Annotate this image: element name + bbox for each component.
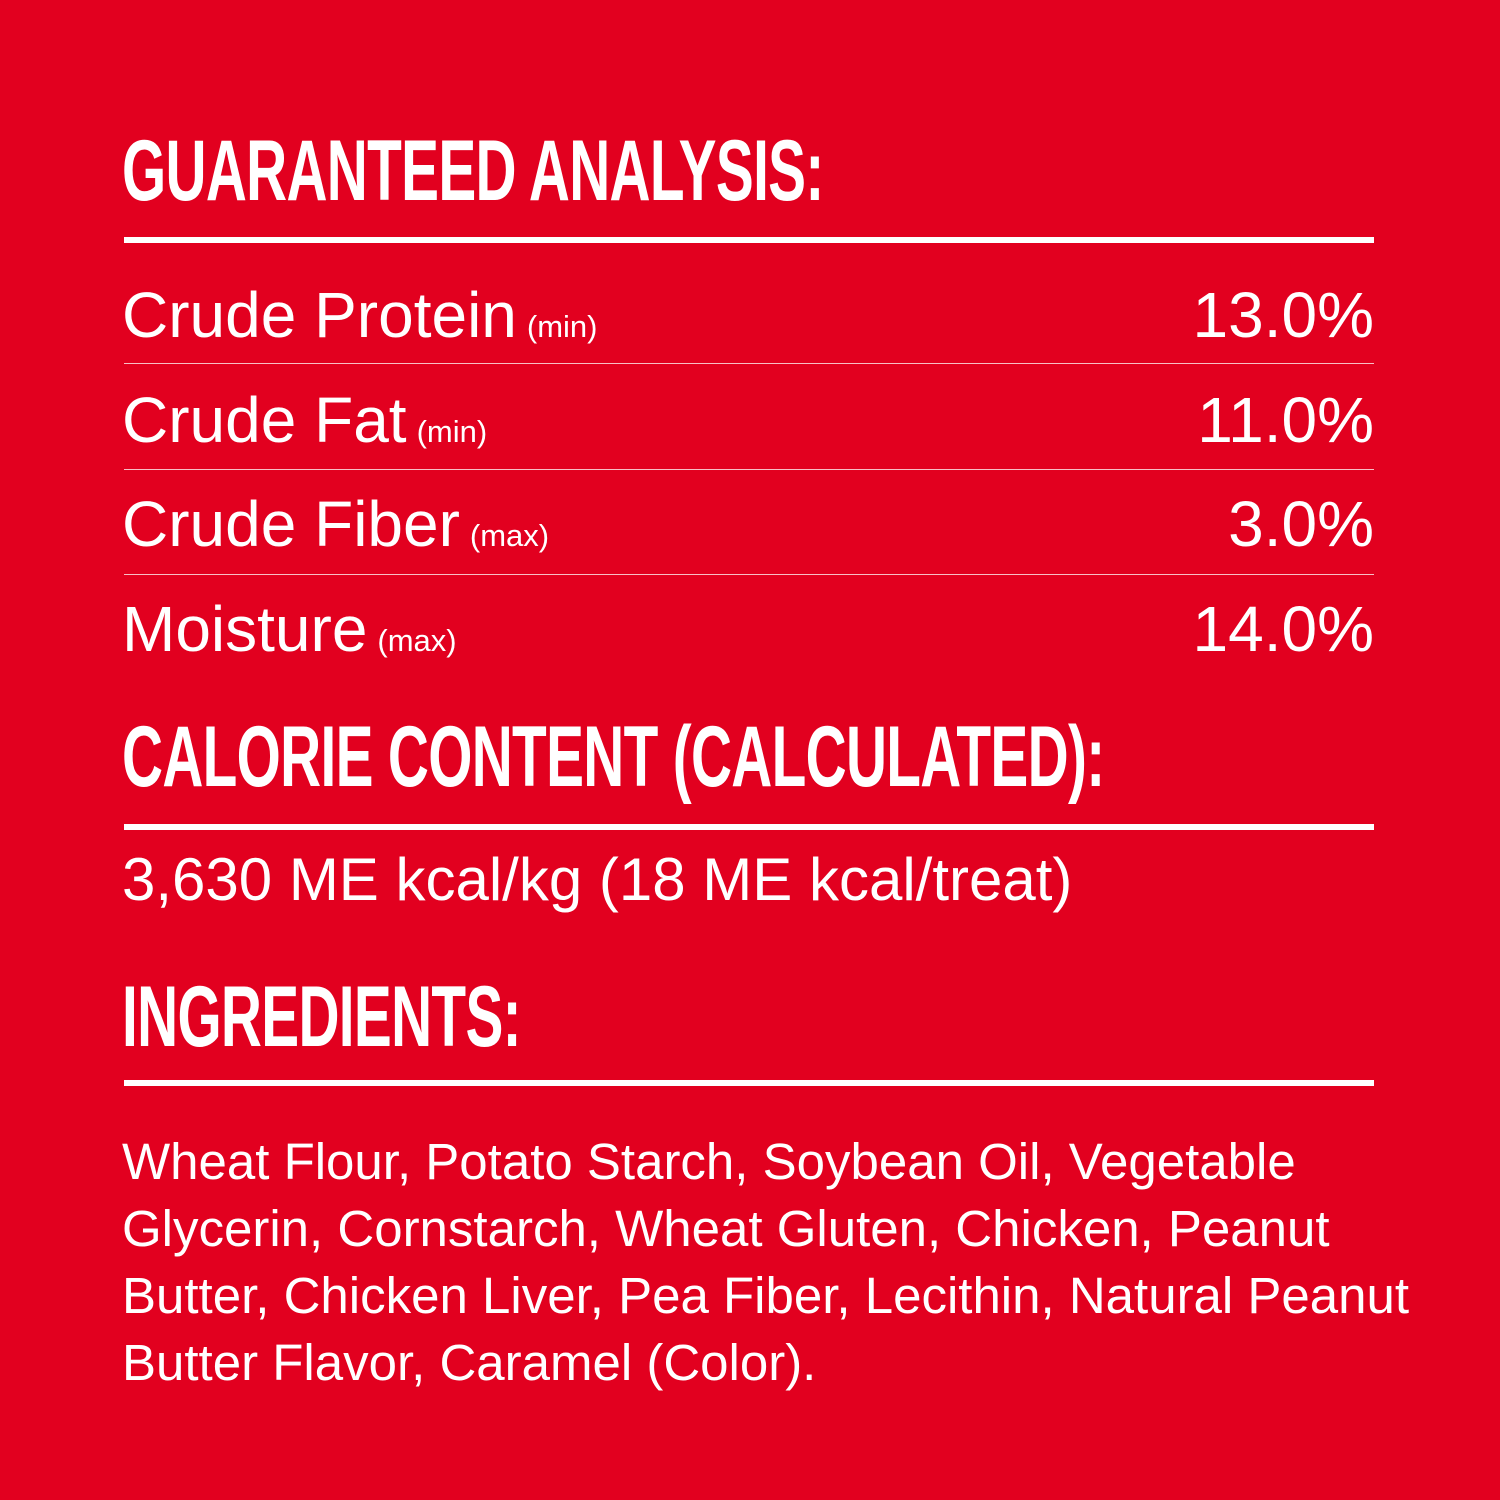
divider	[124, 574, 1374, 575]
analysis-row: Moisture (max) 14.0%	[122, 594, 1374, 664]
analysis-row: Crude Fat (min) 11.0%	[122, 385, 1374, 455]
divider	[124, 237, 1374, 243]
nutrient-value: 11.0%	[1197, 384, 1374, 456]
nutrient-name: Moisture	[122, 593, 368, 665]
nutrient-value: 3.0%	[1228, 488, 1374, 560]
nutrient-qualifier: (min)	[416, 414, 488, 449]
nutrient-name: Crude Protein	[122, 279, 517, 351]
divider	[124, 824, 1374, 830]
divider	[124, 1080, 1374, 1086]
divider	[124, 469, 1374, 470]
divider	[124, 363, 1374, 364]
analysis-row: Crude Protein (min) 13.0%	[122, 280, 1374, 350]
ingredients-heading: INGREDIENTS:	[122, 969, 522, 1065]
ingredients-text: Wheat Flour, Potato Starch, Soybean Oil,…	[122, 1133, 1410, 1391]
nutrient-qualifier: (min)	[526, 309, 598, 344]
nutrient-qualifier: (max)	[469, 518, 550, 553]
guaranteed-analysis-heading: GUARANTEED ANALYSIS:	[122, 123, 824, 219]
nutrient-qualifier: (max)	[377, 623, 457, 658]
calorie-content-text: 3,630 ME kcal/kg (18 ME kcal/treat)	[122, 846, 1073, 913]
nutrient-name: Crude Fiber	[122, 488, 460, 560]
analysis-row: Crude Fiber (max) 3.0%	[122, 489, 1374, 559]
nutrient-name: Crude Fat	[122, 384, 407, 456]
calorie-content-heading: CALORIE CONTENT (CALCULATED):	[122, 709, 1105, 805]
nutrient-value: 14.0%	[1192, 593, 1374, 665]
nutrient-value: 13.0%	[1192, 279, 1374, 351]
